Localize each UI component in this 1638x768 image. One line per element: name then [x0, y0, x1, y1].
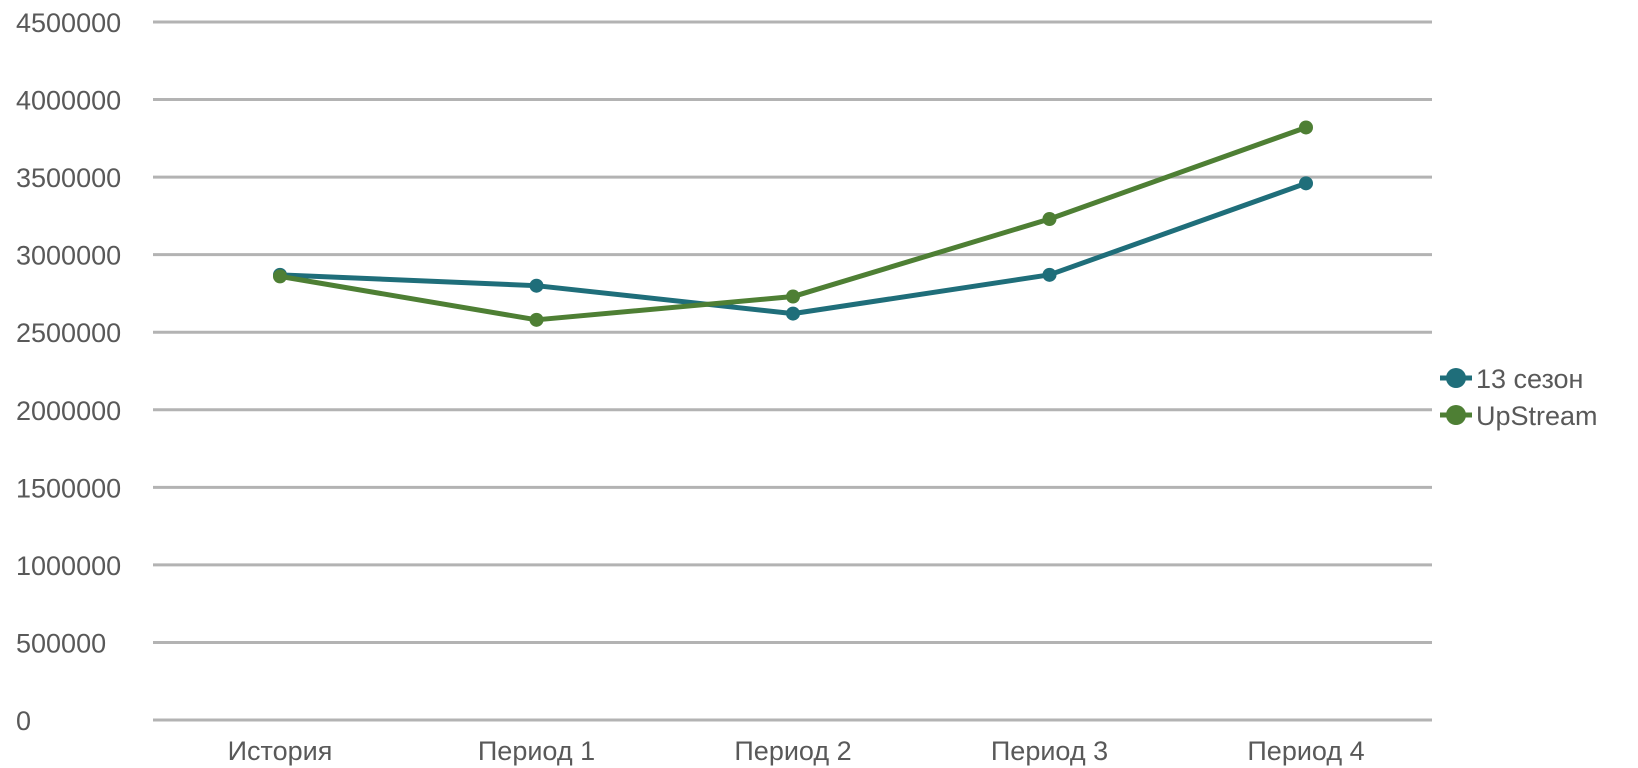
gridlines — [153, 20, 1432, 722]
data-point — [1042, 267, 1057, 282]
legend-swatch-marker — [1446, 405, 1466, 425]
y-tick-label: 4000000 — [16, 86, 121, 116]
data-point — [1299, 120, 1313, 135]
y-tick-label: 4500000 — [16, 8, 121, 38]
data-point — [529, 278, 544, 293]
data-point — [529, 312, 544, 327]
y-tick-label: 2000000 — [16, 396, 121, 426]
x-axis-ticks: История Период 1 Период 2 Период 3 Период 4 — [228, 736, 1365, 766]
data-point — [786, 289, 800, 304]
y-tick-label: 0 — [16, 706, 31, 736]
y-tick-label: 500000 — [16, 628, 106, 658]
x-tick-label: Период 4 — [1247, 736, 1364, 766]
x-tick-label: Период 3 — [991, 736, 1108, 766]
legend-label: 13 сезон — [1476, 364, 1583, 394]
x-tick-label: История — [228, 736, 333, 766]
legend-label: UpStream — [1476, 401, 1598, 431]
data-point — [1042, 211, 1057, 226]
y-tick-label: 1000000 — [16, 551, 121, 581]
y-tick-label: 3000000 — [16, 241, 121, 271]
series-2 — [273, 120, 1313, 327]
y-tick-label: 2500000 — [16, 318, 121, 348]
data-point — [273, 269, 287, 284]
series-lines — [273, 120, 1313, 327]
data-point — [786, 306, 800, 321]
y-tick-label: 1500000 — [16, 473, 121, 503]
y-axis-ticks: 0 500000 1000000 1500000 2000000 2500000 30000… — [16, 8, 121, 736]
legend-swatch-marker — [1446, 368, 1466, 388]
legend-item: 13 сезон — [1440, 364, 1583, 394]
data-point — [1299, 176, 1313, 191]
legend: 13 сезон UpStream — [1440, 364, 1598, 431]
legend-item: UpStream — [1440, 401, 1598, 431]
y-tick-label: 3500000 — [16, 163, 121, 193]
x-tick-label: Период 2 — [734, 736, 851, 766]
x-tick-label: Период 1 — [478, 736, 595, 766]
